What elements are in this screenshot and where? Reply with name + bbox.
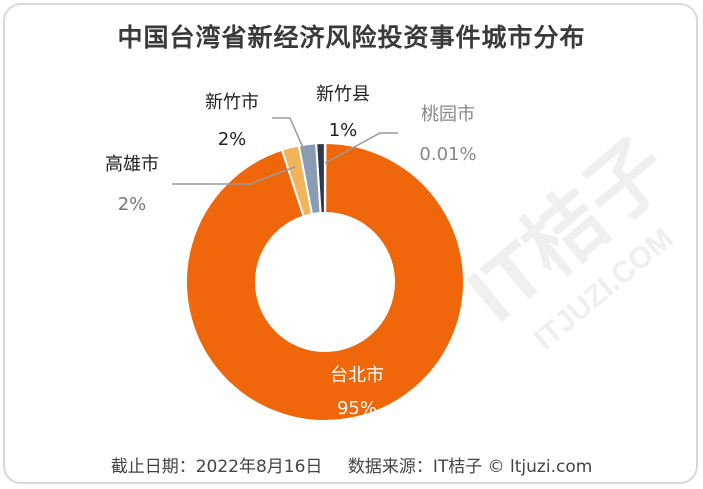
slice-value-label-3: 1%: [329, 120, 358, 141]
slice-value-label-1: 2%: [118, 194, 147, 215]
slice-4: [323, 141, 327, 215]
footer: 截止日期：2022年8月16日 数据来源：IT桔子 © ltjuzi.com: [0, 452, 703, 477]
chart-title: 中国台湾省新经济风险投资事件城市分布: [117, 23, 586, 52]
slice-category-label-0: 台北市: [330, 365, 384, 386]
slice-value-label-4: 0.01%: [419, 144, 476, 165]
slice-value-label-2: 2%: [218, 129, 247, 150]
slice-category-label-2: 新竹市: [205, 92, 259, 113]
leader-line-1: [172, 166, 296, 185]
donut-slices: [185, 141, 465, 422]
slice-0: [185, 141, 465, 422]
leader-line-4: [324, 132, 398, 164]
footer-date: 截止日期：2022年8月16日: [110, 457, 323, 477]
leader-lines: [172, 117, 398, 185]
leader-line-2: [272, 117, 311, 165]
slice-category-label-3: 新竹县: [316, 84, 370, 105]
slice-labels: 台北市 95% 高雄市 2% 新竹市 2% 新竹县 1% 桃园市 0.01%: [105, 84, 477, 419]
slice-value-label-0: 95%: [337, 398, 377, 419]
slice-category-label-1: 高雄市: [105, 154, 159, 175]
slice-category-label-4: 桃园市: [421, 104, 475, 125]
footer-source: 数据来源：IT桔子 © ltjuzi.com: [347, 457, 593, 477]
